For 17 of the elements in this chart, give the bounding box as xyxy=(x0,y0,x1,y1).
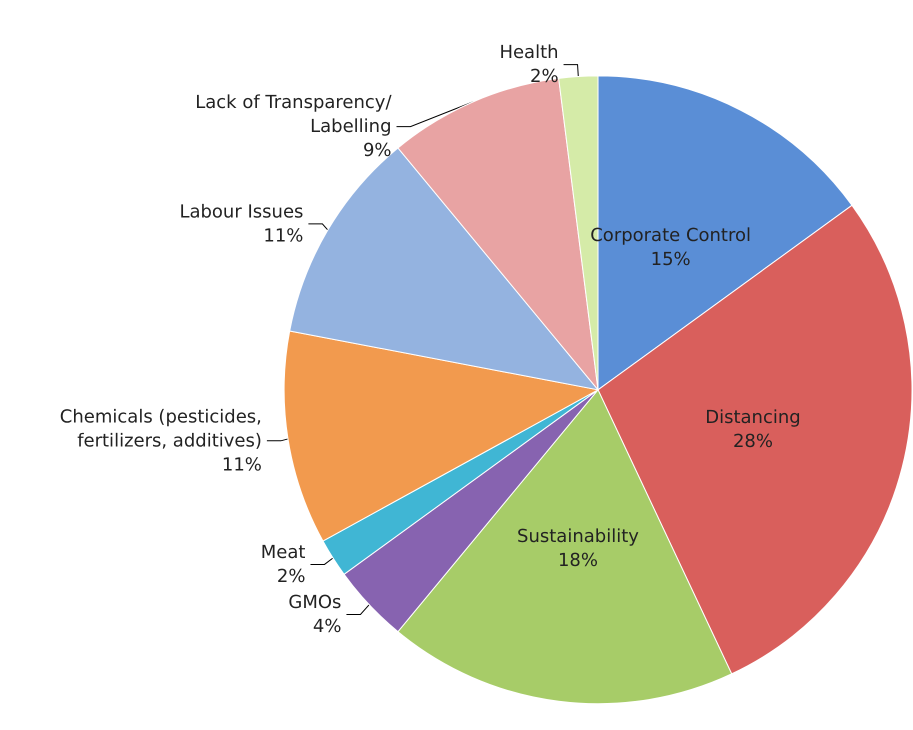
data-label: 18% xyxy=(558,550,598,572)
slice-label: GMOs xyxy=(288,592,342,613)
data-label: 4% xyxy=(312,616,342,637)
slice-label: Lack of Transparency/ Labelling xyxy=(195,92,392,138)
slice-label: Health xyxy=(499,42,559,64)
slice-label: Meat xyxy=(260,542,306,563)
data-label: 15% xyxy=(650,248,691,270)
data-label: 9% xyxy=(362,140,392,162)
slice-label: Labour Issues xyxy=(179,201,304,222)
slice-label: Distancing xyxy=(705,407,801,428)
data-label: 2% xyxy=(276,566,306,587)
slice-label: Chemicals (pesticides, fertilizers, additives) xyxy=(60,406,262,452)
data-label: 2% xyxy=(530,66,559,88)
data-label: 11% xyxy=(222,454,262,476)
data-label: 28% xyxy=(732,431,773,452)
slice-label: Sustainability xyxy=(517,526,640,548)
data-label: 11% xyxy=(263,225,304,246)
